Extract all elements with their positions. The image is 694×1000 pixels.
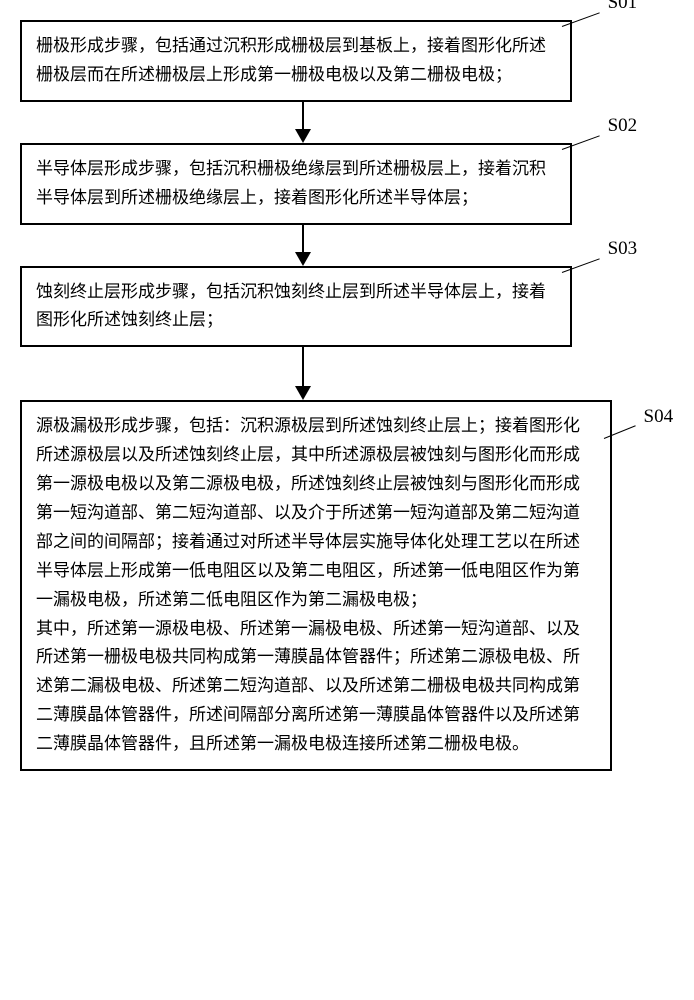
step-label-s02: S02 bbox=[608, 115, 638, 137]
arrow-head-icon bbox=[295, 252, 311, 266]
arrow-line bbox=[302, 347, 304, 387]
flowchart-container: 栅极形成步骤，包括通过沉积形成栅极层到基板上，接着图形化所述栅极层而在所述栅极层… bbox=[20, 20, 674, 771]
step-text: 栅极形成步骤，包括通过沉积形成栅极层到基板上，接着图形化所述栅极层而在所述栅极层… bbox=[36, 36, 546, 84]
arrow-down bbox=[20, 102, 311, 143]
step-box-s02: 半导体层形成步骤，包括沉积栅极绝缘层到所述栅极层上，接着沉积半导体层到所述栅极绝… bbox=[20, 143, 572, 225]
step-box-s04: 源极漏极形成步骤，包括：沉积源极层到所述蚀刻终止层上；接着图形化所述源极层以及所… bbox=[20, 400, 612, 771]
step-label-s04: S04 bbox=[644, 406, 674, 428]
step-row-s03: 蚀刻终止层形成步骤，包括沉积蚀刻终止层到所述半导体层上，接着图形化所述蚀刻终止层… bbox=[20, 266, 674, 348]
arrow-line bbox=[302, 102, 304, 130]
step-box-s01: 栅极形成步骤，包括通过沉积形成栅极层到基板上，接着图形化所述栅极层而在所述栅极层… bbox=[20, 20, 572, 102]
arrow-line bbox=[302, 225, 304, 253]
step-text: 其中，所述第一源极电极、所述第一漏极电极、所述第一短沟道部、以及所述第一栅极电极… bbox=[36, 619, 580, 754]
step-text: 源极漏极形成步骤，包括：沉积源极层到所述蚀刻终止层上；接着图形化所述源极层以及所… bbox=[36, 416, 580, 608]
step-row-s02: 半导体层形成步骤，包括沉积栅极绝缘层到所述栅极层上，接着沉积半导体层到所述栅极绝… bbox=[20, 143, 674, 225]
step-text: 半导体层形成步骤，包括沉积栅极绝缘层到所述栅极层上，接着沉积半导体层到所述栅极绝… bbox=[36, 159, 546, 207]
step-text: 蚀刻终止层形成步骤，包括沉积蚀刻终止层到所述半导体层上，接着图形化所述蚀刻终止层… bbox=[36, 282, 546, 330]
arrow-down bbox=[20, 347, 311, 400]
step-label-s03: S03 bbox=[608, 238, 638, 260]
step-label-s01: S01 bbox=[608, 0, 638, 14]
step-box-s03: 蚀刻终止层形成步骤，包括沉积蚀刻终止层到所述半导体层上，接着图形化所述蚀刻终止层… bbox=[20, 266, 572, 348]
arrow-down bbox=[20, 225, 311, 266]
step-row-s04: 源极漏极形成步骤，包括：沉积源极层到所述蚀刻终止层上；接着图形化所述源极层以及所… bbox=[20, 400, 674, 771]
step-row-s01: 栅极形成步骤，包括通过沉积形成栅极层到基板上，接着图形化所述栅极层而在所述栅极层… bbox=[20, 20, 674, 102]
arrow-head-icon bbox=[295, 386, 311, 400]
arrow-head-icon bbox=[295, 129, 311, 143]
